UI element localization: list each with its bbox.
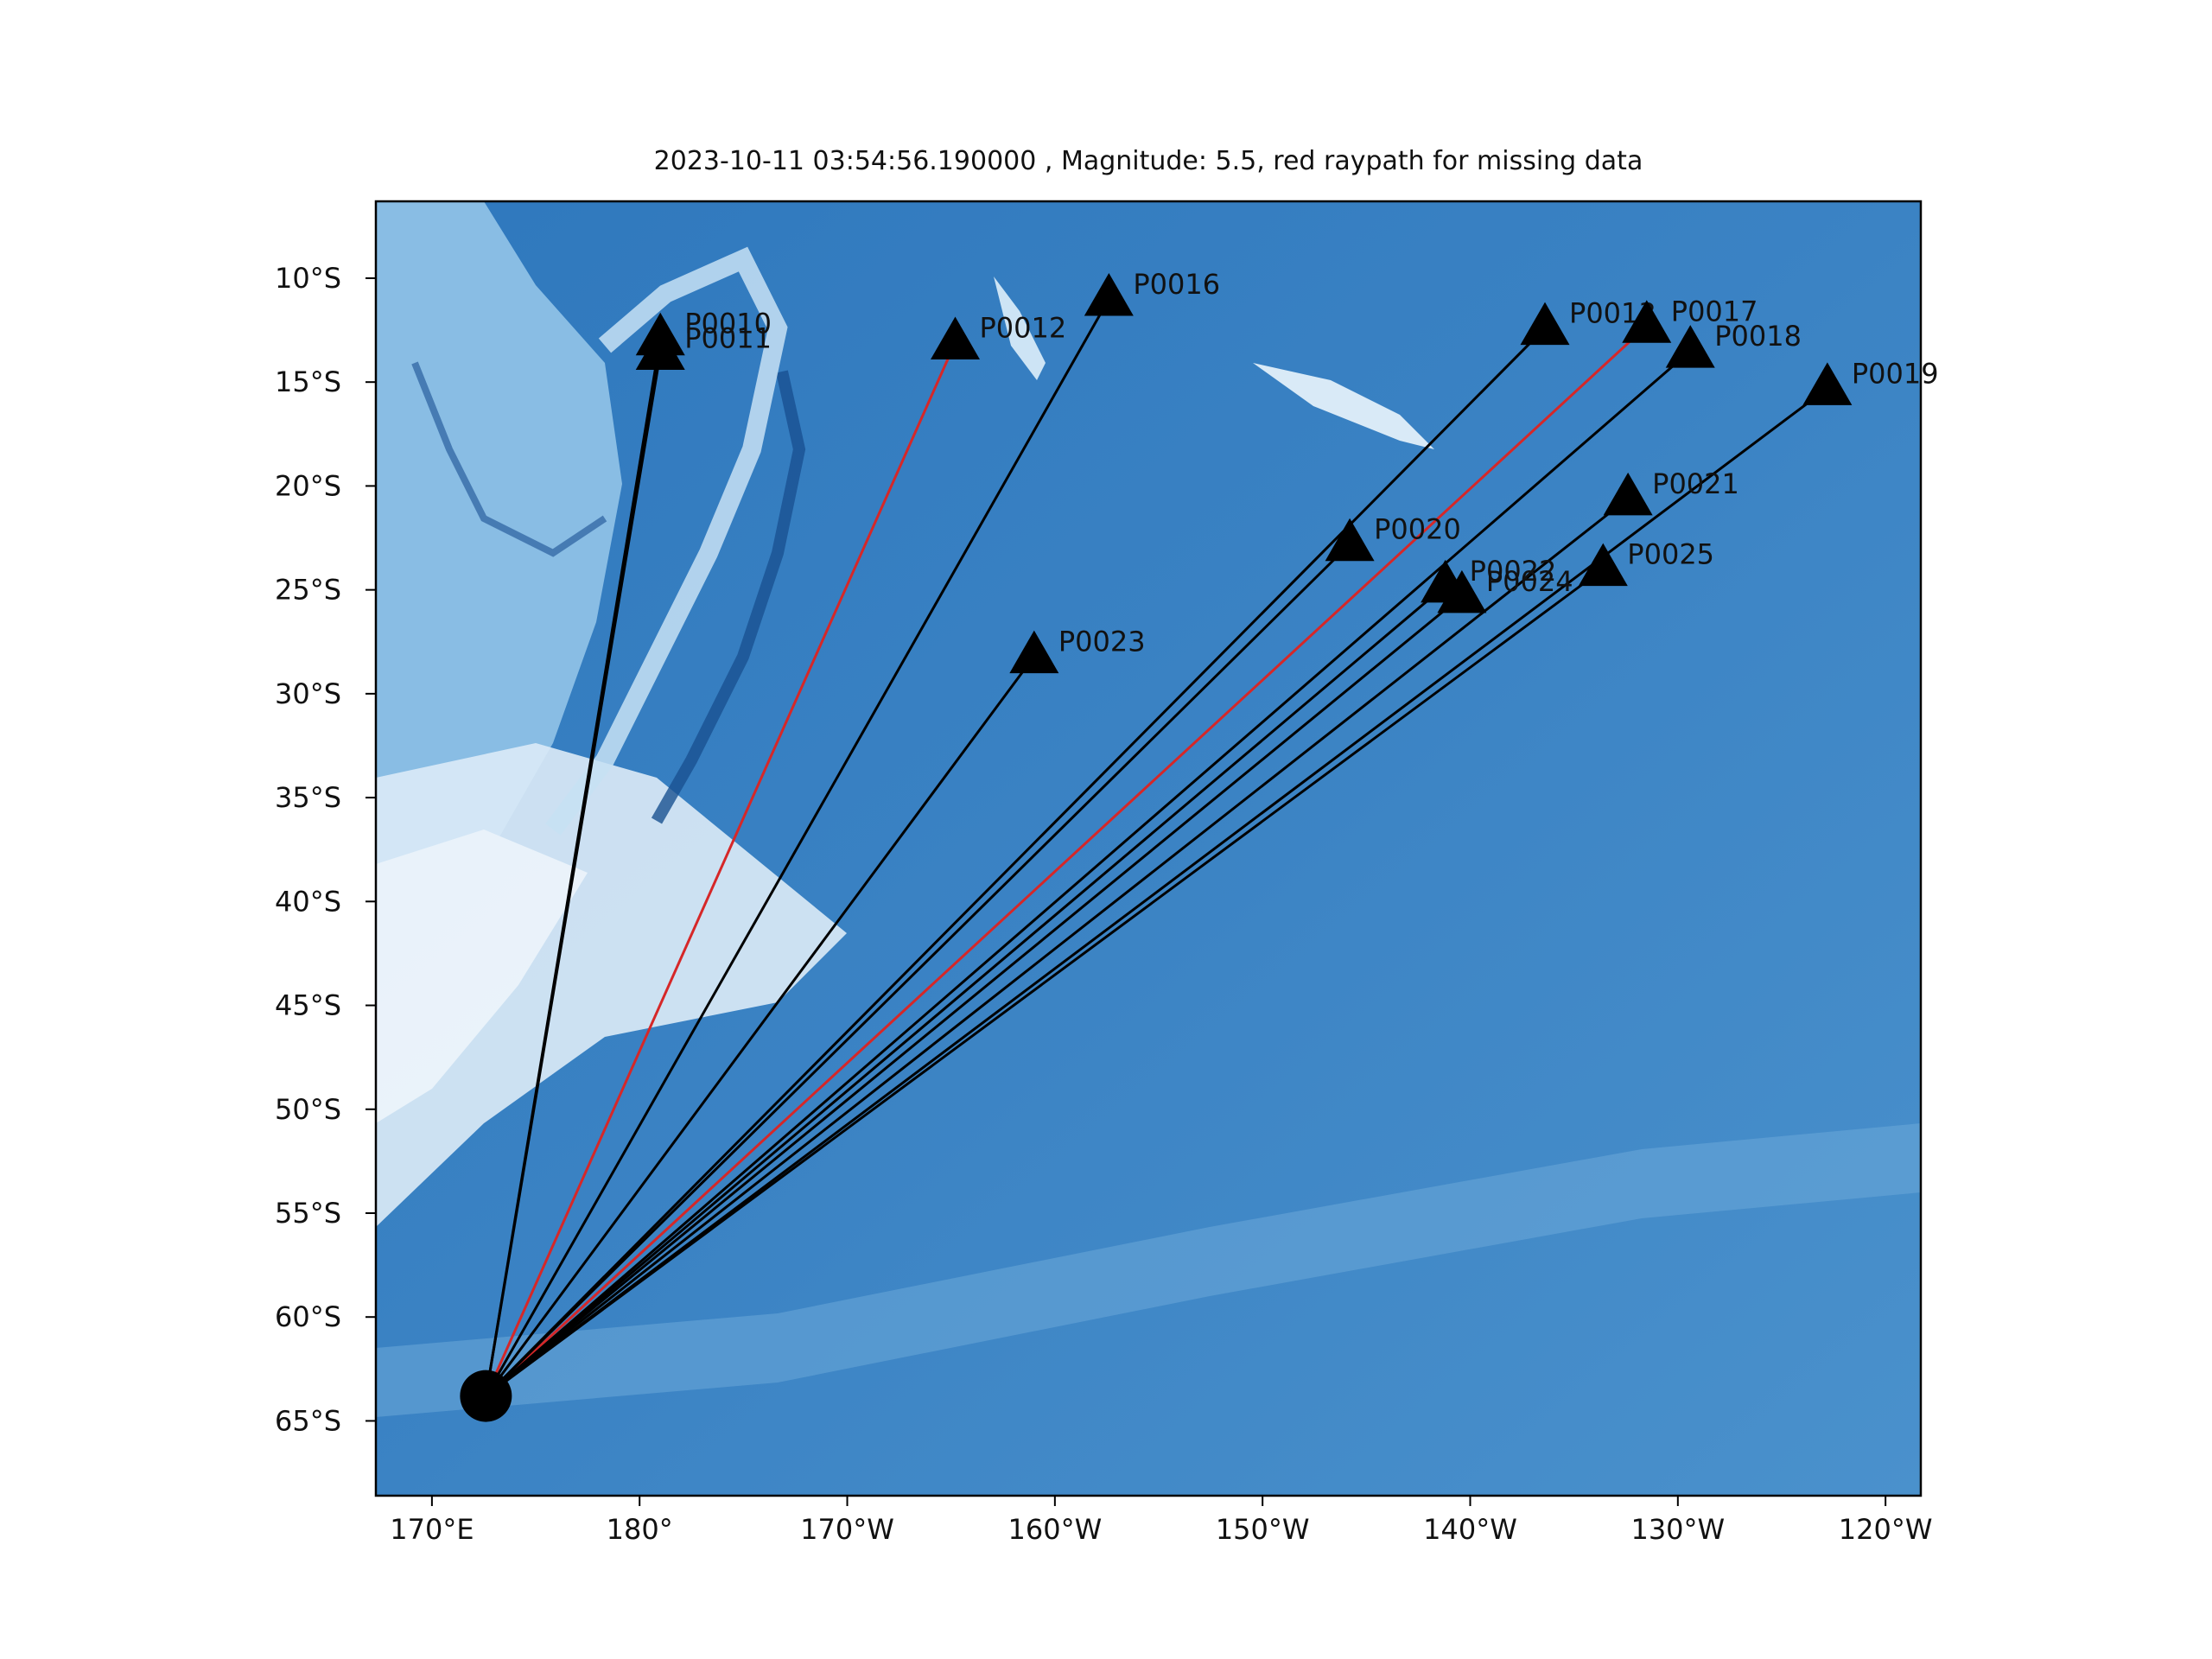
- event-layer: [460, 1370, 512, 1422]
- raypath-p0025: [485, 568, 1605, 1397]
- raypath-p0020: [485, 543, 1351, 1397]
- event-epicenter-marker: [460, 1370, 512, 1422]
- station-marker-p0017: [1622, 300, 1672, 343]
- raypath-p0011: [484, 353, 662, 1396]
- x-tick-label: 170°W: [800, 1513, 894, 1546]
- x-axis: 170°E 180° 170°W 160°W 150°W 140°W 130°W 120°W: [390, 1496, 1933, 1546]
- y-tick-label: 30°S: [275, 677, 341, 710]
- raypath-p0018: [485, 349, 1692, 1397]
- station-marker-p0012: [931, 316, 980, 360]
- trench-west: [411, 361, 607, 557]
- station-label-p0011: P0011: [684, 322, 772, 355]
- raypath-p0024: [485, 594, 1463, 1397]
- y-tick-label: 10°S: [275, 262, 341, 295]
- y-tick-label: 65°S: [275, 1404, 341, 1437]
- y-tick-label: 20°S: [275, 469, 341, 502]
- trench-deep: [651, 370, 806, 824]
- station-marker-p0020: [1325, 518, 1375, 562]
- station-marker-p0024: [1437, 569, 1487, 613]
- station-label-p0020: P0020: [1374, 513, 1461, 546]
- station-label-p0019: P0019: [1852, 357, 1939, 390]
- x-tick-label: 180°: [607, 1513, 673, 1546]
- station-label-p0016: P0016: [1133, 268, 1220, 301]
- bathymetry-features: [376, 201, 1921, 1417]
- station-label-p0017: P0017: [1671, 295, 1758, 327]
- station-marker-p0011: [635, 327, 685, 371]
- rise-south: [376, 1123, 1921, 1417]
- y-tick-label: 55°S: [275, 1197, 341, 1230]
- x-tick-label: 140°W: [1423, 1513, 1517, 1546]
- raypath-p0022: [485, 584, 1446, 1397]
- station-label-p0021: P0021: [1652, 467, 1739, 500]
- y-tick-label: 45°S: [275, 989, 341, 1022]
- map-frame: [374, 200, 1923, 1497]
- station-label-p0012: P0012: [980, 312, 1067, 345]
- map-title: 2023-10-11 03:54:56.190000 , Magnitude: …: [654, 146, 1643, 176]
- raypath-p0017: [485, 325, 1648, 1397]
- y-tick-label: 40°S: [275, 885, 341, 918]
- ridge-plateau-bright: [376, 830, 588, 1123]
- raypath-p0012: [485, 341, 957, 1397]
- station-label-p0024: P0024: [1486, 565, 1573, 598]
- station-marker-p0023: [1009, 630, 1059, 674]
- x-tick-label: 150°W: [1216, 1513, 1310, 1546]
- x-tick-label: 160°W: [1007, 1513, 1102, 1546]
- y-tick-label: 15°S: [275, 365, 341, 398]
- y-axis: 10°S 15°S 20°S 25°S 30°S 35°S 40°S 45°S 50°S 55°S…: [275, 262, 376, 1437]
- station-label-p0023: P0023: [1058, 626, 1146, 658]
- x-tick-label: 130°W: [1630, 1513, 1725, 1546]
- station-label-p0018: P0018: [1714, 320, 1802, 353]
- raypaths: [484, 298, 1828, 1397]
- raypath-p0016: [485, 298, 1110, 1397]
- station-marker-p0018: [1665, 325, 1715, 368]
- y-tick-label: 60°S: [275, 1300, 341, 1333]
- station-marker-p0013: [1520, 302, 1570, 346]
- station-label-p0025: P0025: [1627, 538, 1714, 571]
- y-tick-label: 35°S: [275, 781, 341, 814]
- station-marker-p0019: [1802, 362, 1853, 405]
- y-tick-label: 25°S: [275, 574, 341, 607]
- raypath-p0023: [485, 655, 1036, 1397]
- y-tick-label: 50°S: [275, 1093, 341, 1126]
- ridge-bright: [545, 246, 788, 836]
- station-marker-p0021: [1603, 472, 1653, 516]
- x-tick-label: 120°W: [1839, 1513, 1933, 1546]
- island-chain-central: [994, 276, 1046, 380]
- station-label-p0022: P0022: [1470, 555, 1557, 588]
- raypath-p0021: [485, 497, 1630, 1397]
- station-label-p0010: P0010: [684, 308, 772, 340]
- station-marker-p0025: [1578, 543, 1628, 587]
- x-tick-label: 170°E: [390, 1513, 474, 1546]
- raypath-p0013: [485, 327, 1547, 1397]
- island-chain-east: [1253, 363, 1434, 449]
- station-marker-p0016: [1084, 273, 1134, 316]
